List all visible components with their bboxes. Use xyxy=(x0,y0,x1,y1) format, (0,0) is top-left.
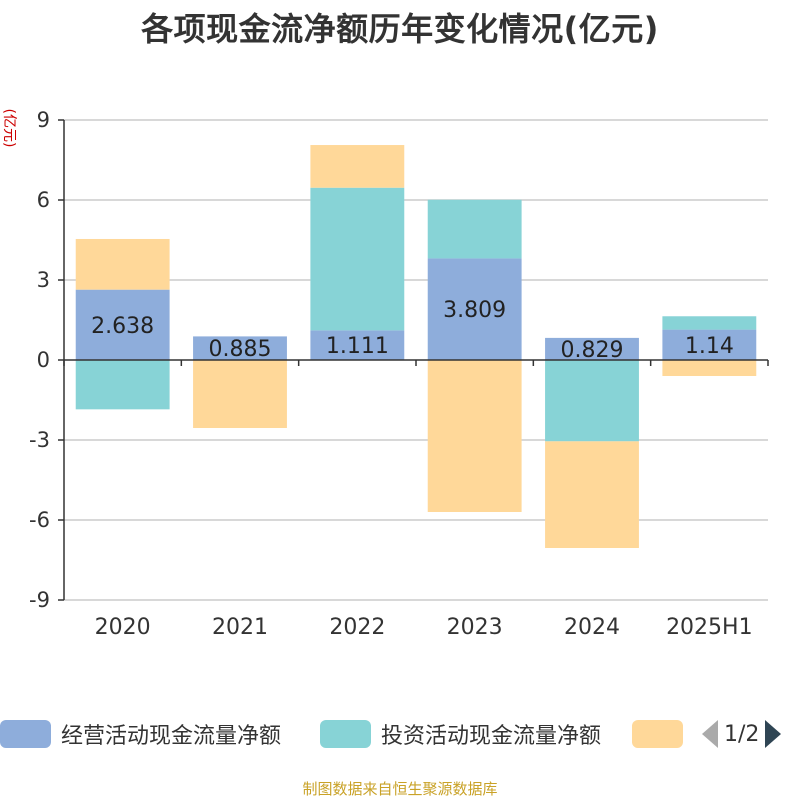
legend-label-operating: 经营活动现金流量净额 xyxy=(61,724,282,749)
y-tick-label: -9 xyxy=(29,588,50,612)
y-tick-label: -6 xyxy=(29,508,50,532)
x-tick-label: 2023 xyxy=(447,615,503,640)
grid-layer xyxy=(64,119,768,601)
y-tick-label: -3 xyxy=(29,428,50,452)
legend-swatch-financing xyxy=(632,720,683,748)
axis-layer: 9 6 3 0 -3 -6 -9 2020 2021 2022 2023 2024 2025H1 xyxy=(29,108,769,640)
bar-series-0-2023 xyxy=(427,258,522,360)
x-tick-label: 2020 xyxy=(95,615,151,640)
legend-prev-icon[interactable] xyxy=(702,720,718,748)
label-layer: 2.638 0.885 1.111 3.809 0.829 1.14 xyxy=(91,298,734,363)
legend-item-operating[interactable]: 经营活动现金流量净额 xyxy=(0,718,281,750)
bar-series-2-2023 xyxy=(427,360,522,512)
bar-series-0-2021 xyxy=(193,336,287,360)
bar-data-label: 1.111 xyxy=(326,334,389,359)
bar-series-0-2024 xyxy=(545,337,639,360)
bar-series-2-2021 xyxy=(193,360,287,428)
bar-series-2-2020 xyxy=(75,238,170,290)
bar-series-1-2022 xyxy=(310,187,405,331)
x-tick-label: 2022 xyxy=(329,615,385,640)
bar-series-2-2025H1 xyxy=(662,360,757,376)
bar-data-label: 0.885 xyxy=(209,337,272,362)
legend-page-indicator: 1/2 xyxy=(724,721,760,747)
bar-series-1-2020 xyxy=(75,360,170,410)
y-tick-label: 6 xyxy=(37,188,50,212)
legend-next-icon[interactable] xyxy=(765,720,782,748)
legend-item-financing[interactable] xyxy=(632,718,693,750)
y-tick-label: 0 xyxy=(37,348,50,372)
bar-data-label: 1.14 xyxy=(685,334,734,359)
bar-data-label: 3.809 xyxy=(443,298,506,323)
x-tick-label: 2025H1 xyxy=(666,615,753,640)
data-source-note: 制图数据来自恒生聚源数据库 xyxy=(302,780,498,798)
y-tick-label: 3 xyxy=(37,268,50,292)
legend-item-investing[interactable]: 投资活动现金流量净额 xyxy=(320,718,601,750)
bar-series-0-2020 xyxy=(75,289,170,360)
bar-series-1-2024 xyxy=(545,360,639,442)
x-tick-label: 2021 xyxy=(212,615,268,640)
legend-swatch-operating xyxy=(0,720,51,748)
x-tick-label: 2024 xyxy=(564,615,620,640)
bar-data-label: 2.638 xyxy=(91,314,154,339)
bar-series-1-2025H1 xyxy=(662,316,757,330)
bar-data-label: 0.829 xyxy=(561,338,624,363)
bar-series-2-2022 xyxy=(310,145,405,188)
bar-series-2-2024 xyxy=(545,441,639,548)
bar-layer xyxy=(75,145,757,548)
y-tick-label: 9 xyxy=(37,108,50,132)
legend-label-investing: 投资活动现金流量净额 xyxy=(381,724,602,749)
bar-series-0-2025H1 xyxy=(662,329,757,360)
bar-series-1-2023 xyxy=(427,199,522,259)
bar-series-0-2022 xyxy=(310,330,405,360)
stacked-bar-chart: 9 6 3 0 -3 -6 -9 2020 2021 2022 2023 2024 2025H1 2.6… xyxy=(29,108,769,640)
legend-swatch-investing xyxy=(320,720,371,748)
legend: 经营活动现金流量净额 投资活动现金流量净额 xyxy=(0,714,800,758)
legend-pager: 1/2 xyxy=(702,718,782,750)
chart-title: 各项现金流净额历年变化情况(亿元) xyxy=(141,10,659,48)
